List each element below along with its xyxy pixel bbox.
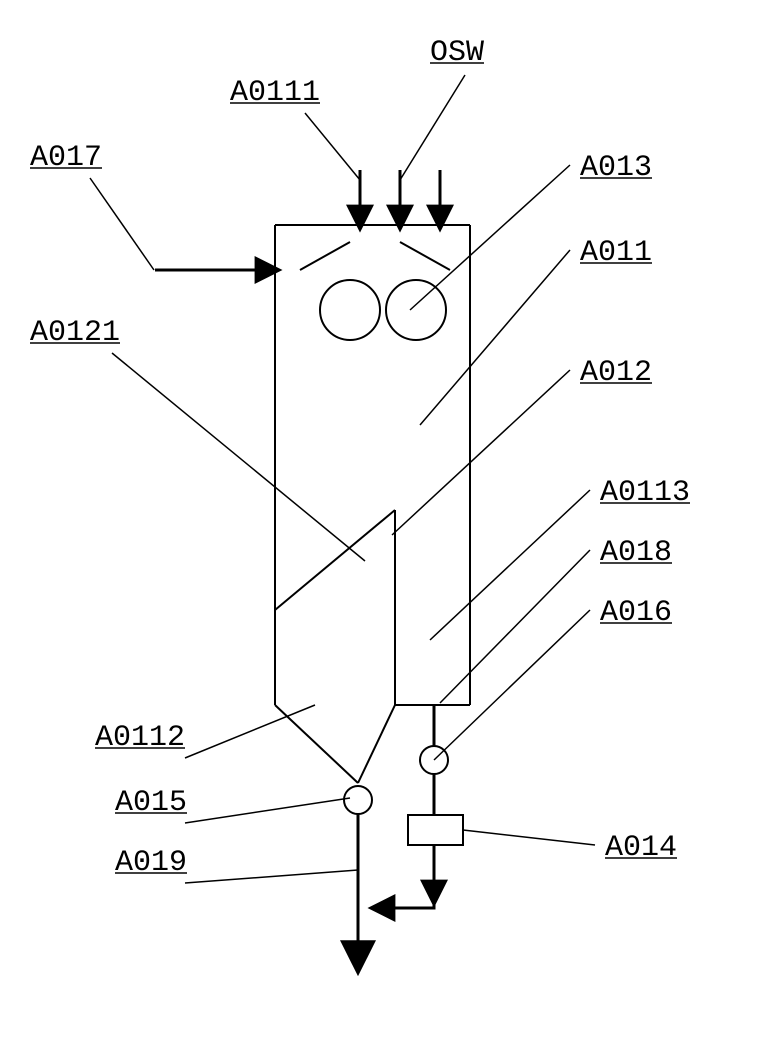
label-A018: A018	[600, 536, 672, 570]
label-A017: A017	[30, 141, 102, 175]
label-A0113: A0113	[600, 476, 690, 510]
label-A0121: A0121	[30, 316, 120, 350]
label-A012: A012	[580, 356, 652, 390]
label-A013: A013	[580, 151, 652, 185]
label-A0111: A0111	[230, 76, 320, 110]
label-A0112: A0112	[95, 721, 185, 755]
label-A016: A016	[600, 596, 672, 630]
label-A015: A015	[115, 786, 187, 820]
label-A019: A019	[115, 846, 187, 880]
label-A011: A011	[580, 236, 652, 270]
label-OSW: OSW	[430, 36, 484, 70]
label-A014: A014	[605, 831, 677, 865]
